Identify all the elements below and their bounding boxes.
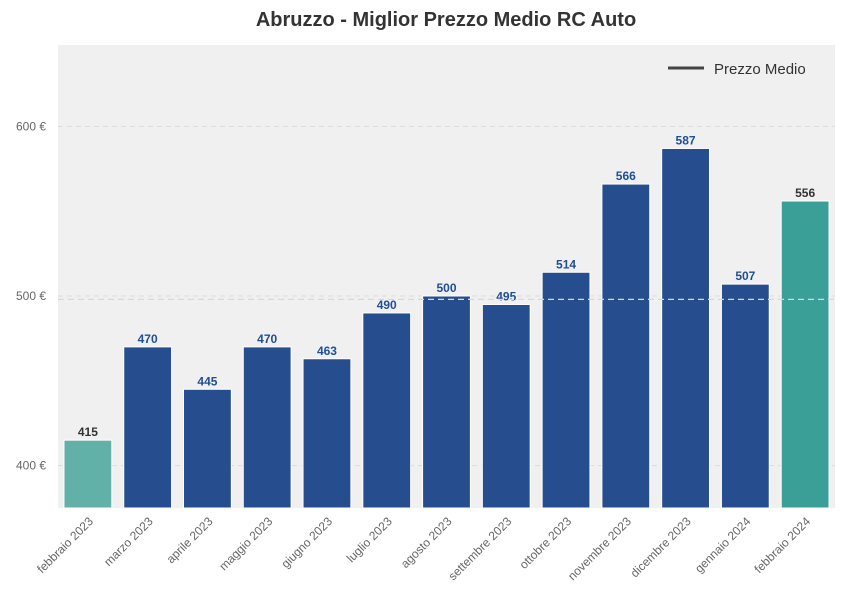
x-tick-label: aprile 2023 (164, 514, 216, 566)
legend-label: Prezzo Medio (714, 61, 806, 78)
bar (481, 303, 531, 509)
data-label: 470 (138, 332, 158, 346)
bar (362, 312, 412, 509)
data-label: 514 (556, 257, 576, 271)
data-label: 566 (616, 169, 636, 183)
y-tick-label: 500 € (16, 289, 46, 303)
bar (720, 283, 770, 509)
bar (422, 295, 471, 509)
bar (242, 346, 292, 509)
x-tick-label: agosto 2023 (398, 514, 455, 571)
bar (661, 147, 710, 509)
data-label: 490 (377, 298, 397, 312)
data-label: 463 (317, 344, 337, 358)
x-tick-label: dicembre 2023 (628, 514, 694, 580)
chart-title: Abruzzo - Miglior Prezzo Medio RC Auto (256, 9, 636, 31)
data-label: 415 (78, 425, 98, 439)
x-tick-label: marzo 2023 (101, 514, 156, 569)
x-tick-label: giugno 2023 (278, 514, 335, 571)
bar (123, 346, 173, 509)
data-label: 495 (496, 289, 516, 303)
bar (780, 200, 830, 509)
y-tick-label: 600 € (16, 119, 46, 133)
x-tick-label: settembre 2023 (446, 514, 515, 583)
bar (183, 388, 232, 509)
x-tick-label: febbraio 2023 (34, 514, 96, 576)
bar (601, 183, 651, 509)
data-label: 507 (735, 269, 755, 283)
bar (302, 358, 352, 509)
bar (541, 271, 591, 509)
x-tick-label: ottobre 2023 (517, 514, 575, 572)
data-label: 500 (436, 281, 456, 295)
y-tick-label: 400 € (16, 459, 46, 473)
data-label: 587 (676, 133, 696, 147)
x-tick-label: gennaio 2024 (692, 514, 754, 576)
x-tick-label: febbraio 2024 (751, 514, 813, 576)
bar (63, 439, 113, 509)
x-tick-label: luglio 2023 (344, 514, 395, 565)
data-label: 470 (257, 332, 277, 346)
data-label: 556 (795, 186, 815, 200)
x-tick-label: maggio 2023 (216, 514, 275, 573)
data-label: 445 (197, 374, 217, 388)
x-tick-label: novembre 2023 (565, 514, 634, 583)
